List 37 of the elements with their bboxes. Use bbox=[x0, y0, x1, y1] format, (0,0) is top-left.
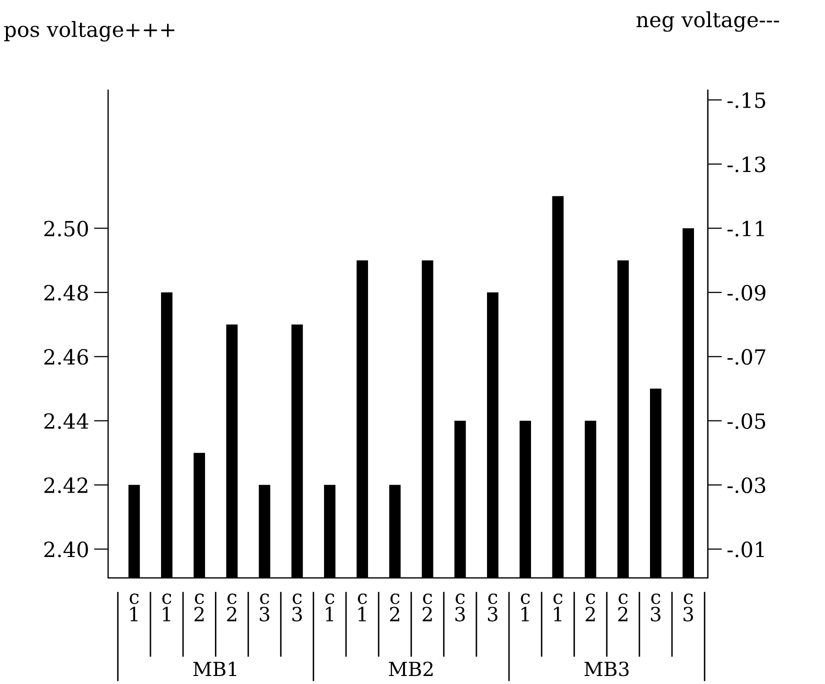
y-axis-title: pos voltage+++ bbox=[4, 21, 174, 42]
x-tick-label: c 1 bbox=[358, 593, 367, 622]
x-tick-label: c 3 bbox=[488, 593, 498, 622]
y-tick-label: 2.48 bbox=[44, 284, 88, 301]
x-tick-label: c 2 bbox=[227, 593, 236, 622]
x-tick-label: c 3 bbox=[684, 593, 694, 622]
y-tick-label: 2.42 bbox=[44, 477, 88, 494]
x-tick-label: c 1 bbox=[130, 593, 139, 622]
text: MB1 bbox=[193, 662, 236, 676]
y2-axis-title: neg voltage--- bbox=[636, 11, 780, 32]
x-tick-label: c 1 bbox=[162, 593, 172, 622]
y2-tick-label: -.13 bbox=[728, 156, 766, 172]
y-tick-label: 2.40 bbox=[44, 542, 88, 558]
x-tick-label: c 3 bbox=[292, 593, 302, 622]
y2-tick-label: -.01 bbox=[728, 542, 764, 558]
x-tick-label: c 1 bbox=[520, 593, 530, 622]
y2-tick-label: -.07 bbox=[728, 349, 766, 365]
y2-tick-label: -.05 bbox=[728, 413, 766, 429]
y-tick-label: 2.50 bbox=[44, 220, 88, 236]
text: MB2 bbox=[388, 662, 433, 676]
x-tick-label: c 3 bbox=[455, 593, 465, 622]
y-tick-label: 2.44 bbox=[44, 413, 88, 429]
x-tick-label: c 2 bbox=[422, 593, 432, 622]
y2-tick-label: -.03 bbox=[728, 477, 766, 494]
x-tick-label: c 1 bbox=[325, 593, 334, 622]
y-tick-label: 2.46 bbox=[44, 349, 88, 365]
x-tick-label: c 2 bbox=[194, 593, 204, 622]
x-tick-label: c 3 bbox=[650, 593, 660, 622]
x-tick-label: c 1 bbox=[553, 593, 562, 622]
text: MB3 bbox=[584, 662, 629, 676]
y2-tick-label: -.11 bbox=[728, 220, 764, 236]
x-tick-label: c 2 bbox=[618, 593, 628, 622]
x-tick-label: c 2 bbox=[586, 593, 596, 622]
y2-tick-label: -.15 bbox=[728, 92, 766, 108]
x-tick-label: c 2 bbox=[390, 593, 400, 622]
y2-tick-label: -.09 bbox=[728, 284, 766, 301]
x-tick-label: c 3 bbox=[260, 593, 270, 622]
